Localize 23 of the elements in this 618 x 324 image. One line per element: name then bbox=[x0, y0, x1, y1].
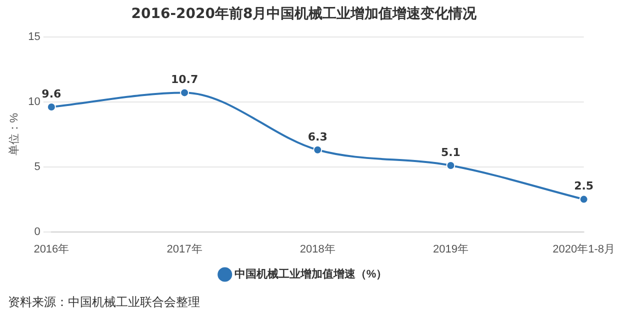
y-tick-label: 10 bbox=[28, 96, 40, 108]
y-tick-label: 0 bbox=[34, 226, 40, 238]
x-tick-label: 2019年 bbox=[432, 243, 468, 256]
point bbox=[46, 102, 56, 112]
y-tick-label: 15 bbox=[28, 30, 40, 43]
legend-label: 中国机械工业增加值增速（%） bbox=[234, 268, 388, 281]
y-tick-label: 5 bbox=[34, 160, 40, 173]
x-tick-label: 2016年 bbox=[34, 243, 70, 256]
point bbox=[579, 194, 588, 204]
data-label: 5.1 bbox=[440, 146, 460, 159]
chart-title: 2016-2020年前8月中国机械工业增加值增速变化情况 bbox=[131, 5, 478, 22]
data-label: 6.3 bbox=[308, 130, 328, 144]
x-tick-label: 2018年 bbox=[300, 243, 336, 256]
x-tick-label: 2020年1-8月 bbox=[552, 243, 616, 256]
text: 资料来源：中国机械工业联合会整理 bbox=[8, 294, 200, 311]
point bbox=[313, 145, 322, 154]
y-axis-title: 单位：% bbox=[8, 112, 21, 156]
point bbox=[180, 88, 190, 98]
data-label: 10.7 bbox=[170, 73, 198, 86]
x-tick-label: 2017年 bbox=[166, 243, 202, 256]
data-label: 9.6 bbox=[42, 87, 62, 100]
data-label: 2.5 bbox=[574, 180, 594, 193]
point bbox=[446, 161, 456, 170]
